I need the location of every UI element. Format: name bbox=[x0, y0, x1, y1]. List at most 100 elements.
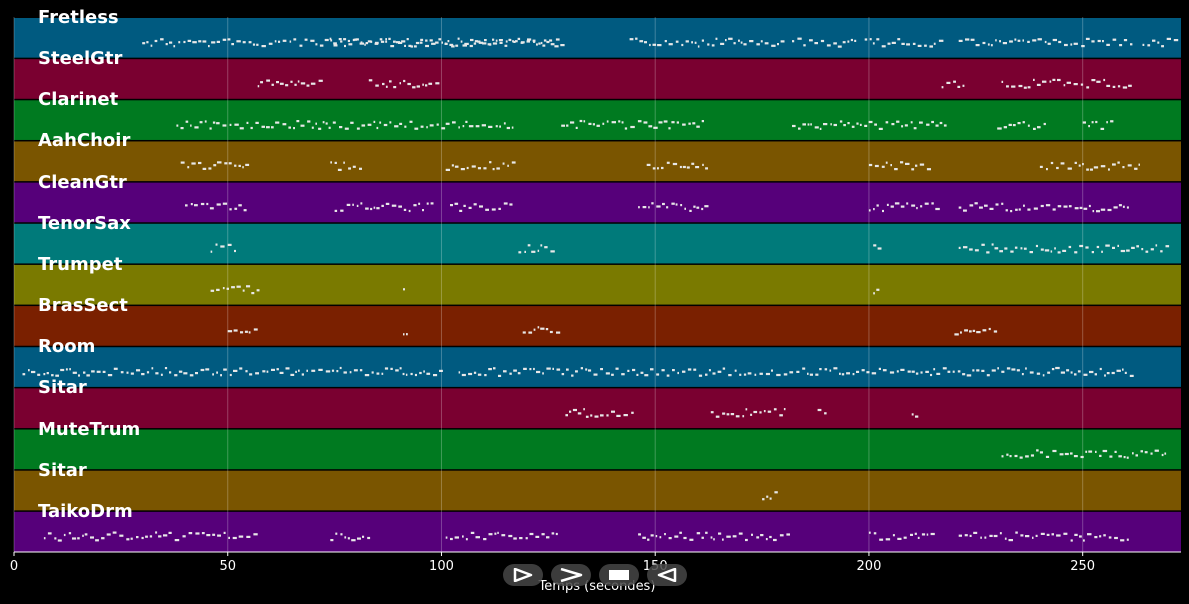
note bbox=[198, 40, 202, 43]
note bbox=[1066, 369, 1070, 372]
note bbox=[441, 127, 446, 130]
note bbox=[1154, 449, 1159, 452]
note bbox=[1029, 251, 1033, 254]
note bbox=[346, 203, 351, 206]
note bbox=[107, 374, 113, 377]
note bbox=[245, 370, 248, 373]
note bbox=[190, 203, 193, 206]
note bbox=[213, 164, 217, 167]
note bbox=[963, 246, 968, 249]
note bbox=[503, 370, 507, 373]
note bbox=[343, 371, 347, 374]
note bbox=[325, 370, 331, 373]
note bbox=[650, 368, 654, 371]
note bbox=[546, 40, 550, 44]
note bbox=[740, 41, 743, 44]
note bbox=[701, 120, 704, 123]
note bbox=[348, 43, 353, 46]
track-band bbox=[14, 470, 1181, 511]
note bbox=[697, 45, 700, 48]
note bbox=[130, 372, 134, 375]
note bbox=[705, 167, 708, 170]
note bbox=[1005, 209, 1008, 212]
note bbox=[917, 536, 920, 539]
note bbox=[868, 163, 873, 167]
note bbox=[555, 38, 560, 41]
note bbox=[468, 125, 474, 128]
note bbox=[1079, 206, 1083, 209]
track-band bbox=[14, 59, 1181, 99]
note bbox=[231, 43, 234, 46]
note bbox=[479, 205, 483, 208]
note bbox=[488, 368, 492, 371]
note bbox=[517, 37, 521, 40]
note bbox=[1123, 39, 1128, 42]
note bbox=[1123, 456, 1126, 459]
note bbox=[519, 537, 523, 540]
note bbox=[842, 41, 846, 44]
note bbox=[715, 415, 720, 418]
note bbox=[1129, 374, 1134, 377]
note bbox=[1001, 80, 1004, 83]
note bbox=[1045, 455, 1050, 458]
note bbox=[621, 373, 625, 376]
note bbox=[677, 371, 679, 375]
note bbox=[201, 532, 205, 535]
note bbox=[817, 408, 822, 412]
note bbox=[1161, 453, 1164, 457]
note bbox=[984, 536, 987, 539]
note bbox=[906, 43, 910, 46]
note bbox=[425, 84, 428, 87]
note bbox=[759, 411, 762, 414]
track-label: Room bbox=[38, 336, 96, 358]
note bbox=[1012, 124, 1016, 127]
rewind-button[interactable] bbox=[647, 564, 687, 586]
note bbox=[1086, 168, 1089, 171]
note bbox=[1134, 167, 1138, 170]
note bbox=[743, 43, 747, 46]
note bbox=[384, 367, 389, 370]
note bbox=[1096, 210, 1100, 213]
note bbox=[210, 250, 213, 253]
note bbox=[722, 412, 726, 415]
note bbox=[1122, 86, 1128, 89]
note bbox=[1091, 121, 1094, 124]
note bbox=[1113, 206, 1118, 209]
note bbox=[1091, 40, 1095, 43]
note bbox=[1042, 80, 1047, 83]
note bbox=[1015, 531, 1018, 534]
play-button[interactable] bbox=[503, 564, 543, 586]
note bbox=[972, 369, 975, 372]
note bbox=[1109, 455, 1113, 458]
note bbox=[640, 371, 644, 374]
note bbox=[656, 205, 661, 208]
note bbox=[707, 43, 710, 46]
note bbox=[216, 122, 220, 125]
note bbox=[422, 209, 424, 212]
note bbox=[216, 288, 220, 291]
note bbox=[1037, 38, 1042, 41]
note bbox=[953, 80, 956, 83]
note bbox=[1017, 39, 1021, 42]
note bbox=[202, 167, 207, 170]
note bbox=[655, 535, 658, 538]
note bbox=[419, 41, 423, 44]
note bbox=[1063, 84, 1066, 87]
track-band bbox=[14, 223, 1181, 264]
x-tick-label: 100 bbox=[429, 559, 454, 574]
note bbox=[733, 42, 736, 45]
note bbox=[1100, 208, 1106, 211]
note bbox=[728, 374, 732, 377]
note bbox=[671, 202, 675, 205]
fast-forward-button[interactable] bbox=[551, 564, 591, 586]
note bbox=[1117, 244, 1119, 247]
note bbox=[969, 248, 973, 251]
note bbox=[984, 204, 988, 207]
note bbox=[285, 84, 289, 87]
note bbox=[191, 162, 196, 165]
note bbox=[503, 122, 506, 125]
note bbox=[120, 371, 124, 374]
note bbox=[1100, 127, 1105, 130]
stop-button[interactable] bbox=[599, 564, 639, 586]
note bbox=[1099, 535, 1102, 538]
